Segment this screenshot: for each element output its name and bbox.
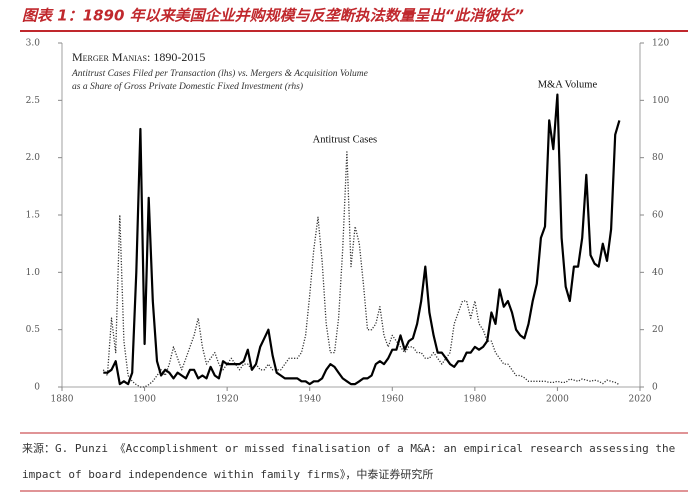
y-tick-label: 2.5 — [26, 96, 41, 106]
y-tick-label: 2.0 — [26, 153, 41, 163]
y2-tick-label: 20 — [652, 325, 664, 335]
y-tick-label: 3.0 — [26, 39, 41, 49]
source-note: 来源：G. Punzi 《Accomplishment or missed fi… — [22, 442, 676, 481]
chart-title: Merger Manias: 1890-2015 — [72, 50, 205, 64]
x-tick-label: 1960 — [381, 395, 404, 405]
x-tick-label: 1940 — [298, 395, 321, 405]
chart-subtitle: as a Share of Gross Private Domestic Fix… — [72, 81, 303, 92]
series-line — [102, 151, 620, 388]
series-line — [103, 93, 621, 386]
y2-tick-label: 0 — [652, 383, 658, 393]
chart-subtitle: Antitrust Cases Filed per Transaction (l… — [71, 68, 368, 79]
y2-tick-label: 100 — [652, 96, 669, 106]
x-tick-label: 1920 — [216, 395, 239, 405]
x-tick-label: 2000 — [546, 395, 569, 405]
series-annotation: Antitrust Cases — [313, 134, 377, 145]
y2-tick-label: 120 — [652, 39, 669, 49]
y-tick-label: 0.5 — [26, 325, 41, 335]
y2-tick-label: 60 — [652, 211, 664, 221]
x-tick-label: 2020 — [629, 395, 652, 405]
series-annotation: M&A Volume — [538, 79, 598, 90]
y2-tick-label: 80 — [652, 153, 664, 163]
x-tick-label: 1980 — [463, 395, 486, 405]
y-tick-label: 0 — [34, 383, 40, 393]
header-title: 图表 1：1890 年以来美国企业并购规模与反垄断执法数量呈出“此消彼长” — [22, 7, 524, 25]
y-tick-label: 1.0 — [26, 268, 41, 278]
x-tick-label: 1880 — [51, 395, 74, 405]
x-tick-label: 1900 — [133, 395, 156, 405]
y-tick-label: 1.5 — [26, 211, 41, 221]
y2-tick-label: 40 — [652, 268, 664, 278]
